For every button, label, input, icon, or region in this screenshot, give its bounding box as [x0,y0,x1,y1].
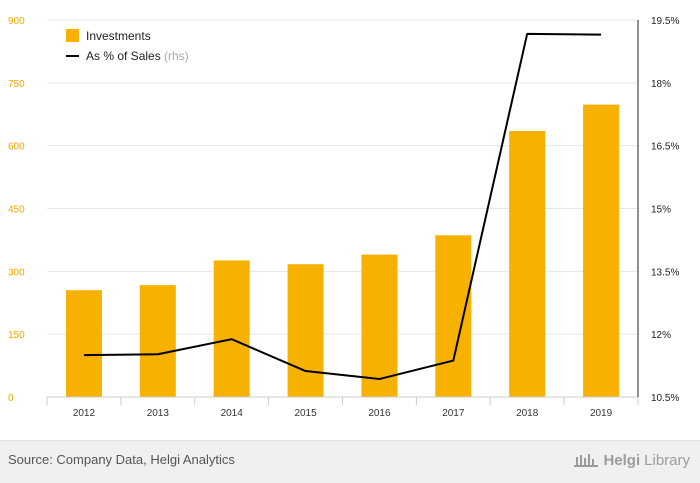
right-tick-label: 16.5% [651,142,679,153]
investment-bar [361,254,398,397]
x-tick-label: 2015 [294,408,317,419]
left-tick-label: 450 [8,205,25,216]
legend-label-investments: Investments [86,29,151,43]
investment-bar [139,285,176,397]
x-tick-label: 2013 [147,408,170,419]
legend-swatch-investments [66,29,79,42]
right-tick-label: 10.5% [651,393,679,404]
investment-bar [65,290,102,397]
left-tick-label: 600 [8,142,25,153]
sales-share-line [83,32,602,380]
legend-label-line: As % of Sales (rhs) [86,49,189,63]
brand-logo: Helgi Library [573,451,690,469]
investment-bars [65,104,620,398]
legend-rhs-suffix: (rhs) [164,49,189,63]
left-tick-label: 300 [8,267,25,278]
investment-bar [583,104,620,398]
x-tick-label: 2014 [221,408,244,419]
right-tick-label: 19.5% [651,16,679,27]
investment-bar [509,131,546,397]
x-tick-label: 2017 [442,408,465,419]
legend: Investments As % of Sales (rhs) [66,29,189,63]
left-tick-label: 0 [8,393,14,404]
axes: 0 150 300 450 600 750 900 10.5% 12% 13.5% 15% 16.5%… [8,16,679,419]
right-tick-label: 12% [651,330,671,341]
footer: Source: Company Data, Helgi Analytics He… [0,440,700,483]
right-tick-label: 18% [651,79,671,90]
source-note: Source: Company Data, Helgi Analytics [8,452,235,467]
x-tick-label: 2018 [516,408,539,419]
left-tick-label: 900 [8,16,25,27]
investment-bar [287,264,324,397]
chart: 0 150 300 450 600 750 900 10.5% 12% 13.5% 15% 16.5%… [8,16,679,419]
left-tick-label: 750 [8,79,25,90]
right-tick-label: 15% [651,205,671,216]
investment-bar [213,260,250,397]
library-icon [574,454,599,467]
gridlines [47,19,638,335]
x-tick-label: 2012 [73,408,96,419]
right-tick-label: 13.5% [651,267,679,278]
x-tick-label: 2019 [590,408,613,419]
brand-name-part2: Library [644,451,690,469]
left-tick-label: 150 [8,330,25,341]
x-tick-label: 2016 [368,408,391,419]
investment-bar [435,235,472,397]
brand-name-part1: Helgi [603,451,641,469]
sales-share-polyline [83,32,602,380]
